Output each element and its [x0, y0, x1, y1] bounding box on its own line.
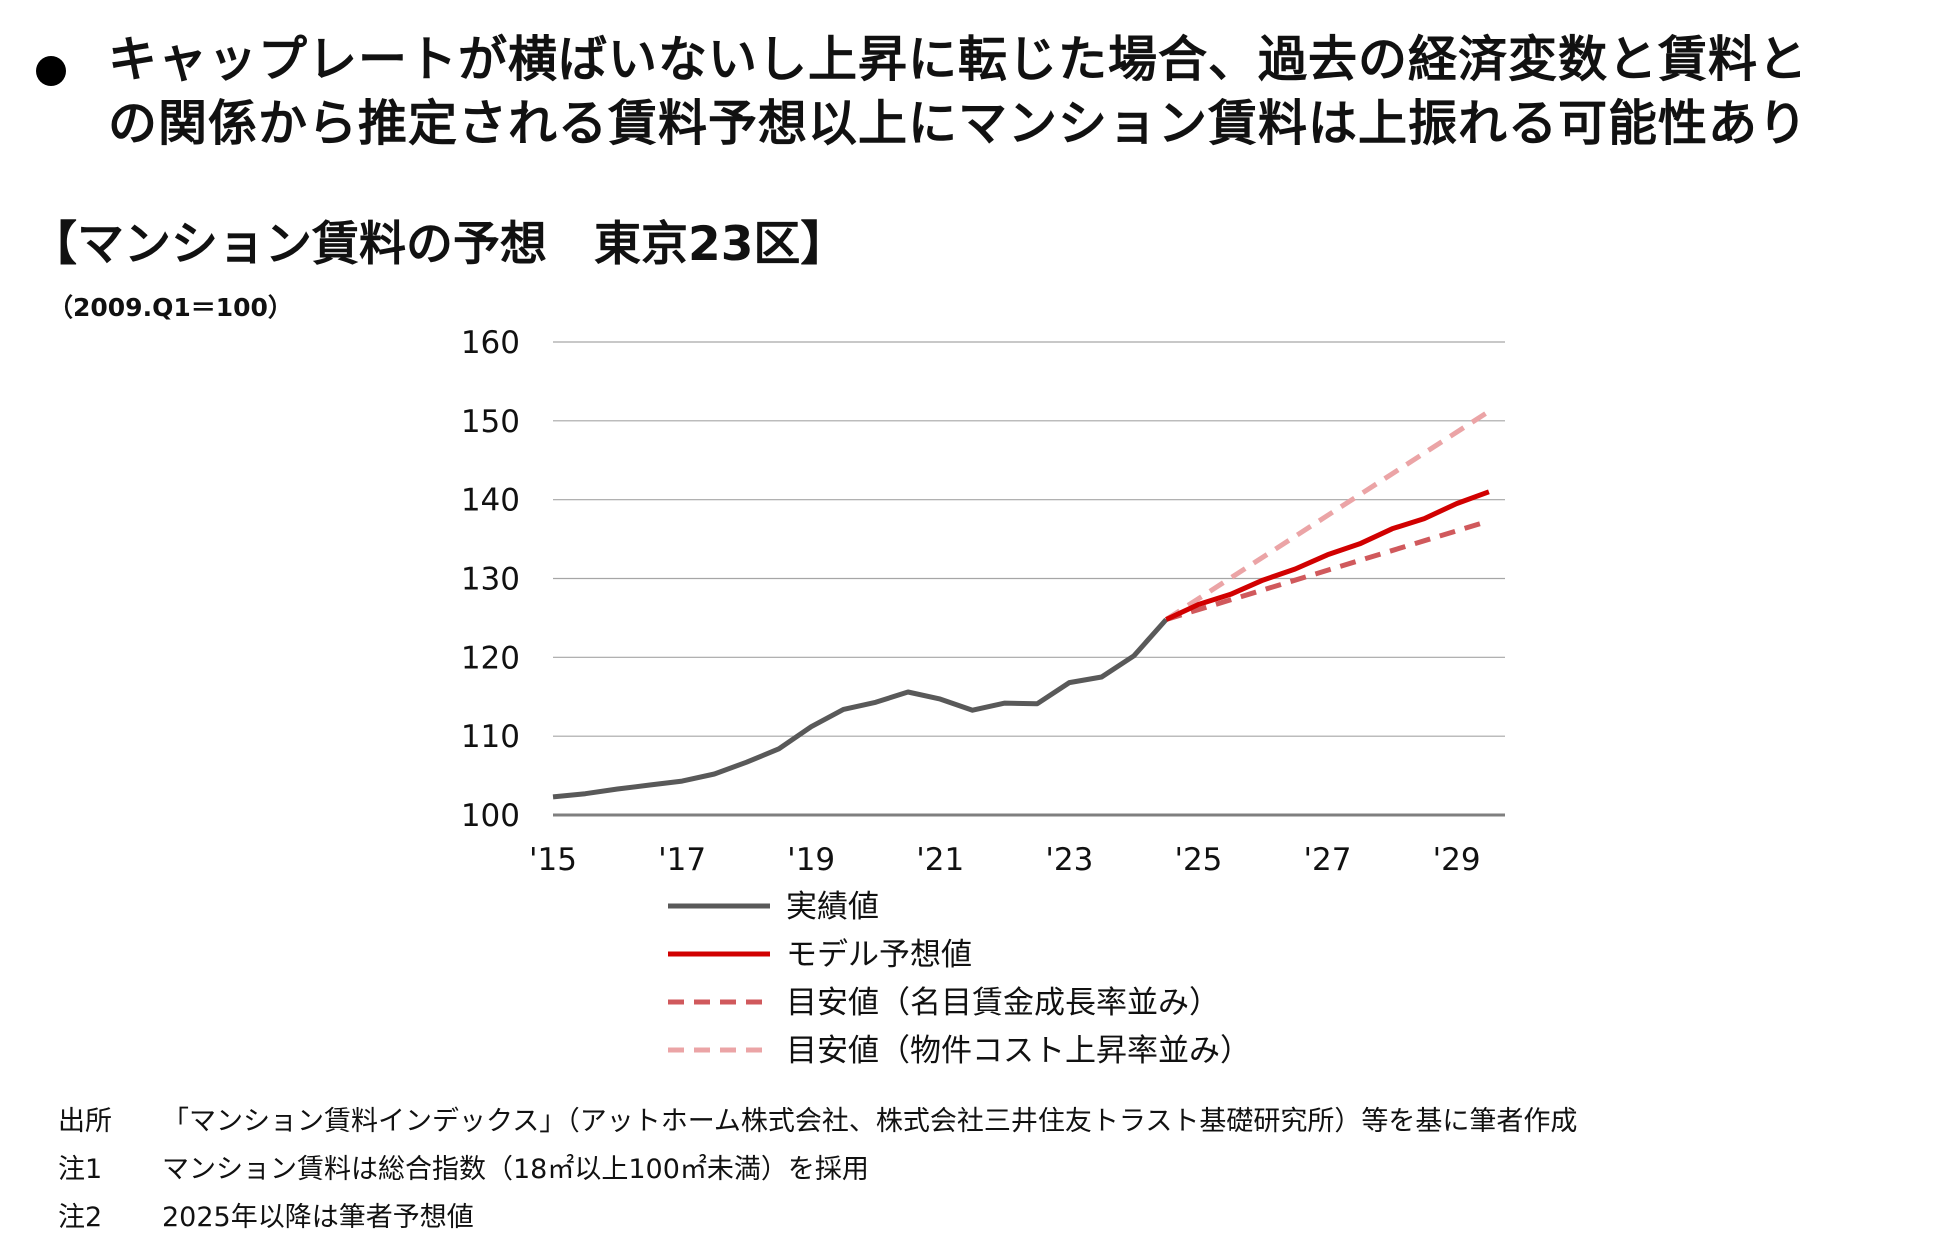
x-tick-label: '21 [916, 842, 964, 878]
y-tick-label: 120 [461, 640, 520, 676]
y-axis-ticks: 100 110 120 130 140 150 160 [461, 325, 520, 834]
y-tick-label: 150 [461, 404, 520, 440]
footnote-text: 「マンション賃料インデックス」（アットホーム株式会社、株式会社三井住友トラスト基… [162, 1106, 1578, 1137]
x-tick-label: '23 [1045, 842, 1093, 878]
y-tick-label: 100 [461, 798, 520, 834]
bullet-icon [36, 56, 66, 86]
legend-label: モデル予想値 [786, 937, 972, 973]
series-line-1 [1165, 489, 1490, 622]
legend-label: 目安値（物件コスト上昇率並み） [786, 1033, 1251, 1069]
x-tick-label: '17 [658, 842, 706, 878]
x-axis-ticks: '15 '17 '19 '21 '23 '25 '27 '29 [529, 842, 1481, 878]
y-tick-label: 130 [461, 562, 520, 598]
x-tick-label: '15 [529, 842, 577, 878]
series-lines [552, 409, 1491, 800]
x-tick-label: '19 [787, 842, 835, 878]
footnote-key: 出所 [58, 1106, 112, 1137]
chart-title: 【マンション賃料の予想 東京23区】 [30, 217, 848, 272]
footnote-note-1: 注1 マンション賃料は総合指数（18㎡以上100㎡未満）を採用 [58, 1146, 1577, 1194]
y-tick-label: 140 [461, 483, 520, 519]
headline-line-1: キャップレートが横ばいないし上昇に転じた場合、過去の経済変数と賃料と [108, 31, 1809, 88]
footnote-key: 注1 [58, 1154, 103, 1185]
footnote-text: マンション賃料は総合指数（18㎡以上100㎡未満）を採用 [162, 1154, 869, 1185]
series-line-3 [1164, 409, 1491, 622]
legend-label: 実績値 [786, 889, 879, 925]
gridlines [553, 341, 1505, 817]
x-tick-label: '27 [1304, 842, 1352, 878]
series-line-2 [1165, 518, 1490, 622]
x-tick-label: '25 [1174, 842, 1222, 878]
legend-label: 目安値（名目賃金成長率並み） [786, 985, 1220, 1021]
rent-forecast-chart: 100 110 120 130 140 150 160 '15 '17 '19 '21 '23 '25… [461, 325, 1505, 1069]
y-tick-label: 110 [461, 719, 520, 755]
series-line-0 [552, 617, 1169, 800]
footnote-text: 2025年以降は筆者予想値 [162, 1202, 474, 1233]
footnote-source: 出所 「マンション賃料インデックス」（アットホーム株式会社、株式会社三井住友トラ… [58, 1098, 1577, 1146]
x-tick-label: '29 [1433, 842, 1481, 878]
base-year-note: （2009.Q1＝100） [48, 293, 293, 322]
headline-block: キャップレートが横ばいないし上昇に転じた場合、過去の経済変数と賃料と の関係から… [30, 28, 1930, 156]
headline: キャップレートが横ばいないし上昇に転じた場合、過去の経済変数と賃料と の関係から… [30, 28, 1930, 156]
headline-line-2: の関係から推定される賃料予想以上にマンション賃料は上振れる可能性あり [108, 95, 1809, 152]
footnotes: 出所 「マンション賃料インデックス」（アットホーム株式会社、株式会社三井住友トラ… [58, 1098, 1577, 1242]
footnote-key: 注2 [58, 1202, 103, 1233]
y-tick-label: 160 [461, 325, 520, 361]
footnote-note-2: 注2 2025年以降は筆者予想値 [58, 1194, 1577, 1242]
